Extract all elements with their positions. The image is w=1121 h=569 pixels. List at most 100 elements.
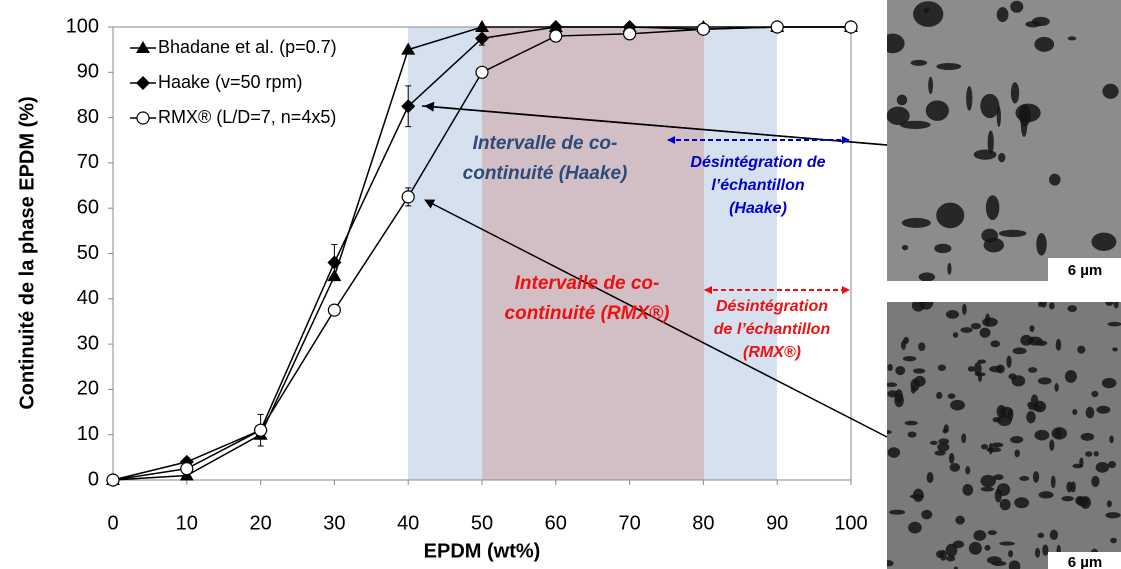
annotation: Désintégration de (690, 154, 825, 171)
pore (998, 152, 1006, 163)
pore (1054, 383, 1059, 392)
pore (965, 466, 971, 475)
pore (1108, 461, 1117, 469)
pore (1034, 429, 1050, 441)
pore (942, 428, 948, 434)
pore (977, 359, 987, 364)
pore (945, 555, 956, 562)
annotation: (Haake) (729, 200, 787, 217)
pore (1070, 481, 1076, 493)
pore (1049, 302, 1055, 310)
x-tick-label: 40 (397, 512, 419, 534)
pore (1014, 449, 1020, 458)
pore (1010, 435, 1024, 444)
pore (984, 313, 991, 327)
pore (1034, 36, 1055, 52)
pore (1079, 457, 1084, 468)
pore (1110, 537, 1117, 544)
pore (980, 474, 996, 488)
pore (955, 515, 965, 525)
pore (980, 486, 994, 492)
pore (1026, 411, 1036, 424)
pore (1080, 432, 1095, 441)
pore (887, 560, 894, 567)
pore (1077, 345, 1086, 354)
x-tick-label: 100 (834, 512, 867, 534)
pore (1025, 21, 1041, 28)
pore (899, 120, 931, 129)
pore (979, 327, 991, 338)
pore (981, 443, 989, 450)
pore (1093, 450, 1099, 457)
pore (1101, 377, 1117, 389)
pore (1096, 405, 1111, 414)
pore (1109, 435, 1114, 444)
y-tick-label: 0 (88, 468, 99, 490)
pore (1105, 302, 1114, 307)
pore (1091, 475, 1100, 487)
pore (973, 149, 997, 160)
pore (936, 63, 962, 70)
y-tick-label: 30 (77, 332, 99, 354)
annotation: continuité (RMX®) (505, 303, 670, 324)
pore (949, 463, 961, 472)
pore (983, 237, 1004, 253)
annotation: (RMX®) (743, 344, 801, 361)
annotation: continuité (Haake) (463, 163, 628, 184)
legend-marker (136, 111, 150, 125)
pore (947, 393, 956, 399)
pore (1028, 405, 1043, 411)
x-tick-label: 70 (618, 512, 640, 534)
scale-box (1048, 552, 1121, 569)
pore (1012, 347, 1027, 355)
pore (936, 550, 945, 559)
pore (970, 323, 982, 330)
x-tick-label: 0 (107, 512, 118, 534)
pore (1036, 233, 1047, 256)
pore (987, 130, 994, 155)
pore (974, 372, 986, 377)
marker (622, 27, 637, 41)
pore (1051, 427, 1068, 440)
marker (549, 29, 563, 43)
marker (401, 42, 416, 55)
pore (967, 366, 975, 372)
pore (984, 544, 991, 551)
pore (913, 1, 944, 27)
pore (1091, 232, 1117, 251)
pore (1035, 547, 1041, 558)
annotation: de l’échantillon (714, 321, 831, 338)
pore (994, 488, 1002, 503)
pore (990, 340, 1001, 348)
marker (401, 190, 415, 204)
pore (1037, 532, 1045, 539)
pore (925, 100, 949, 121)
pore (1113, 302, 1119, 309)
pore (887, 106, 910, 126)
pore (962, 483, 974, 496)
pore (966, 85, 973, 111)
marker (844, 20, 858, 34)
marker (475, 31, 489, 46)
pore (913, 375, 926, 387)
annotation: Désintégration (716, 298, 828, 315)
background-layer (408, 27, 777, 480)
pore (1106, 500, 1112, 508)
pore (895, 366, 906, 376)
pore (1037, 377, 1052, 385)
pore (907, 431, 917, 438)
pore (1064, 370, 1077, 383)
pore (1027, 336, 1043, 346)
pore (1040, 302, 1047, 308)
pore (1027, 367, 1038, 373)
y-tick-label: 10 (77, 423, 99, 445)
pore (937, 364, 947, 372)
pore (1029, 325, 1035, 333)
pore (999, 541, 1015, 546)
pore (991, 560, 1007, 567)
pore (1049, 439, 1055, 451)
pore (968, 541, 982, 555)
pore (1061, 495, 1074, 502)
pore (908, 521, 922, 534)
pore (1029, 337, 1035, 344)
